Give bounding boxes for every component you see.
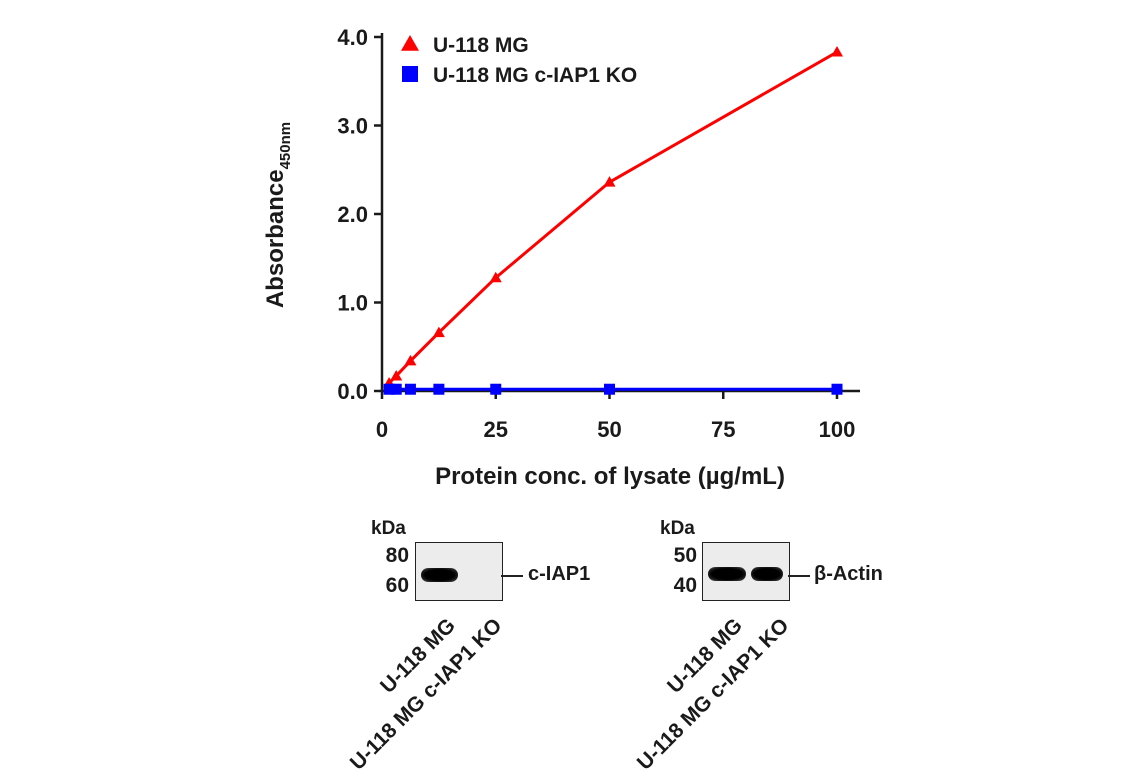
series-line: [388, 50, 838, 385]
data-point: [390, 369, 403, 381]
data-point: [489, 271, 502, 283]
blot2-kda-label: kDa: [660, 518, 695, 539]
data-point: [603, 176, 616, 187]
data-point: [831, 383, 843, 395]
legend-label: U-118 MG: [433, 34, 529, 57]
blot2-band-lane2: [751, 567, 783, 581]
blot1-membrane: [415, 542, 503, 601]
data-point: [404, 354, 417, 366]
data-point: [604, 383, 615, 395]
x-tick-label: 0: [376, 417, 388, 442]
series-2: [383, 383, 843, 395]
blot2-marker-low: 40: [673, 574, 697, 597]
y-tick-label: 2.0: [337, 202, 368, 227]
data-point: [390, 383, 402, 395]
data-point: [433, 383, 445, 395]
series-1: [383, 46, 843, 388]
x-tick-label: 100: [819, 417, 856, 442]
legend-marker: [401, 35, 419, 51]
blot1-band-lane1: [421, 568, 458, 582]
y-tick-label: 0.0: [337, 379, 368, 404]
chart-ticks: 0.0 1.0 2.0 3.0 4.0 0 25 50 75 100: [337, 25, 855, 442]
chart-legend: U-118 MG U-118 MG c-IAP1 KO: [401, 34, 637, 87]
x-tick-label: 25: [484, 417, 508, 442]
data-point: [404, 383, 416, 395]
legend-label: U-118 MG c-IAP1 KO: [433, 64, 637, 87]
chart-series: [383, 46, 843, 395]
blot1-leader-line: [501, 575, 523, 577]
blot1-target-label: c-IAP1: [528, 563, 591, 585]
blot1-kda-label: kDa: [371, 518, 406, 539]
blot2-target-label: β-Actin: [814, 563, 883, 585]
chart-axes: [380, 33, 860, 393]
y-tick-label: 3.0: [337, 114, 368, 139]
y-axis-label-main: Absorbance: [262, 169, 289, 308]
y-tick-label: 4.0: [337, 25, 368, 50]
blot2-leader-line: [788, 575, 810, 577]
blot2-marker-high: 50: [673, 544, 697, 567]
y-axis-label-subscript: 450nm: [277, 122, 294, 170]
blot2-band-lane1: [708, 567, 746, 581]
y-axis-label: Absorbance450nm: [262, 122, 294, 308]
blot1-marker-high: 80: [385, 544, 409, 567]
data-point: [383, 383, 395, 395]
legend-marker: [402, 66, 418, 82]
data-point: [490, 383, 502, 395]
x-axis-label: Protein conc. of lysate (µg/mL): [435, 463, 785, 490]
blot2-membrane: [702, 542, 790, 601]
data-point: [831, 46, 843, 57]
y-tick-label: 1.0: [337, 291, 368, 316]
data-point: [432, 326, 445, 338]
x-tick-label: 75: [711, 417, 735, 442]
blot1-marker-low: 60: [385, 574, 409, 597]
x-tick-label: 50: [597, 417, 621, 442]
